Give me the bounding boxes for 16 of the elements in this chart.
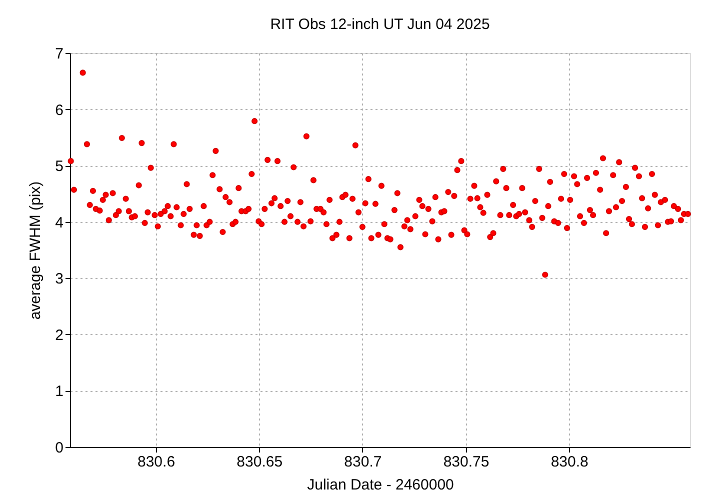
y-tick-label: 2: [55, 326, 64, 344]
chart-title: RIT Obs 12-inch UT Jun 04 2025: [270, 16, 490, 33]
x-tick-label: 830.65: [236, 454, 283, 470]
y-tick-label: 0: [55, 440, 64, 456]
y-tick-label: 4: [55, 214, 64, 232]
y-axis-title: average FWHM (pix): [27, 181, 44, 320]
x-tick-label: 830.6: [137, 454, 176, 470]
y-tick-label: 6: [55, 102, 64, 119]
y-tick-label: 1: [55, 383, 64, 400]
x-tick-label: 830.8: [550, 454, 588, 470]
x-axis-title: Julian Date - 2460000: [307, 476, 454, 494]
x-tick-label: 830.75: [443, 454, 490, 470]
y-tick-label: 7: [55, 46, 64, 62]
y-tick-label: 5: [55, 158, 64, 176]
x-tick-label: 830.7: [344, 454, 382, 470]
y-tick-label: 3: [55, 270, 64, 288]
